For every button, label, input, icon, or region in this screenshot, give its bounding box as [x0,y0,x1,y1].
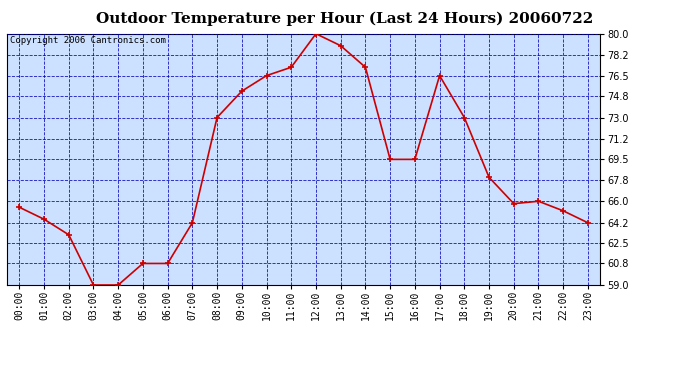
Text: Outdoor Temperature per Hour (Last 24 Hours) 20060722: Outdoor Temperature per Hour (Last 24 Ho… [97,11,593,26]
Text: Copyright 2006 Cantronics.com: Copyright 2006 Cantronics.com [10,36,166,45]
